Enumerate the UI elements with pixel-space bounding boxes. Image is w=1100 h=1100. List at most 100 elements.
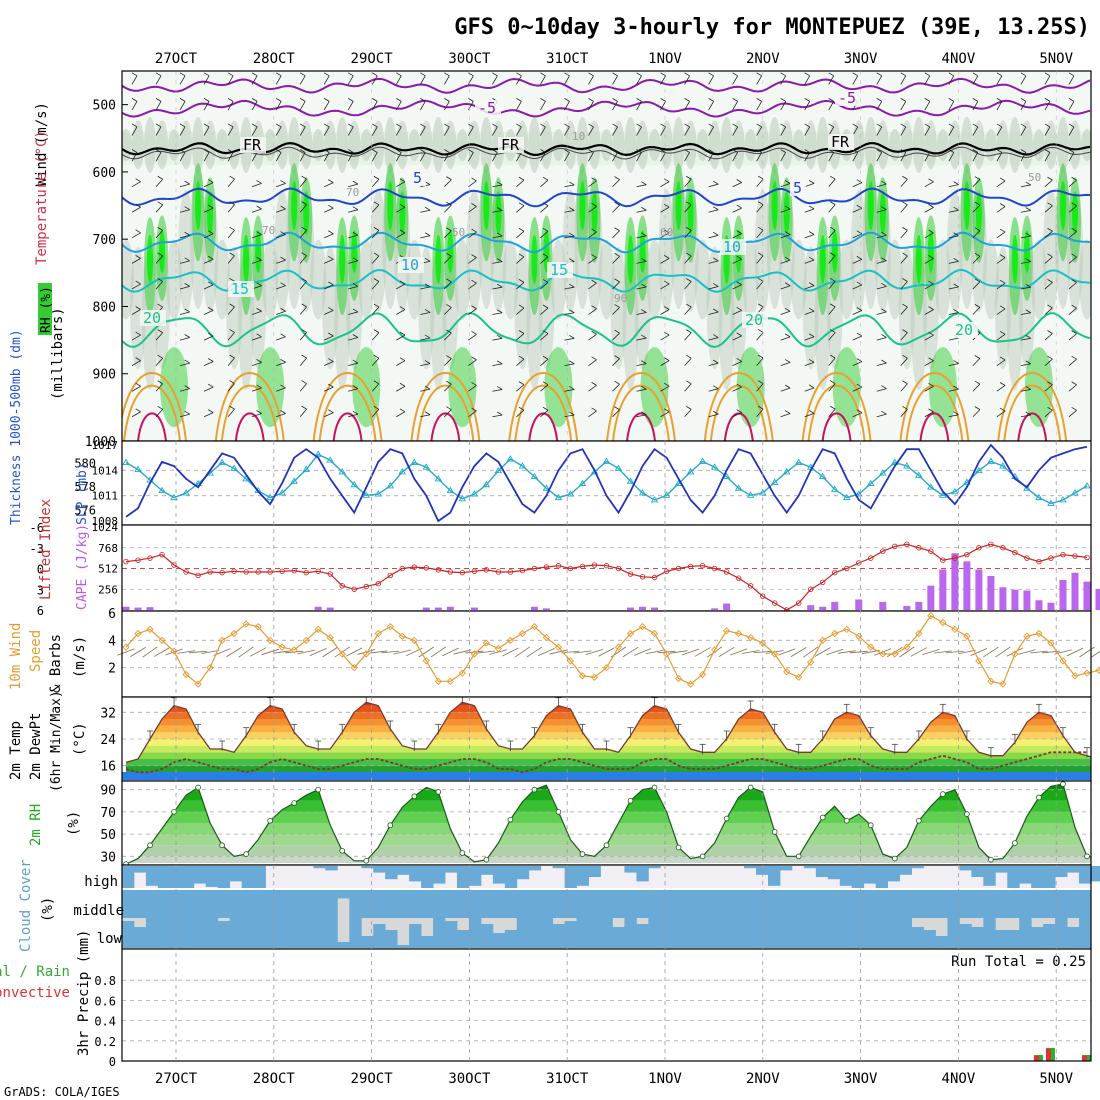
- thickness-point-6: [194, 479, 202, 487]
- barb-flag: [713, 257, 719, 262]
- cloud-mid-45: [660, 890, 673, 918]
- barb-flag: [736, 409, 742, 413]
- thickness-point-3: [158, 486, 166, 494]
- barb: [203, 335, 214, 341]
- barb-flag: [372, 72, 378, 77]
- thickness-point-65: [903, 462, 911, 469]
- cloud-high-11: [253, 866, 266, 888]
- barb: [155, 101, 162, 111]
- barb: [276, 285, 286, 290]
- cloud-low-21: [373, 924, 386, 948]
- barb: [660, 75, 666, 85]
- barb-flag: [301, 380, 307, 384]
- barb-flag: [207, 409, 214, 413]
- contour-5: [122, 187, 1091, 208]
- barb-flag: [323, 98, 330, 102]
- barb-flag: [953, 309, 959, 313]
- barb-flag: [1071, 304, 1077, 309]
- barb-flag: [641, 385, 647, 390]
- cloud-high-33: [516, 866, 530, 880]
- barb-flag: [1047, 406, 1053, 411]
- barb-flag: [686, 406, 692, 410]
- barb-flag: [591, 177, 597, 182]
- rh-bright: [783, 192, 790, 235]
- barb: [612, 281, 620, 290]
- surface-barb-73: [995, 646, 1011, 658]
- rh-blob: [1008, 117, 1021, 173]
- surface-barb-67: [922, 648, 940, 656]
- barb-flag: [1071, 176, 1077, 181]
- barb: [588, 231, 597, 239]
- surface-barb-2: [142, 646, 158, 658]
- barb: [276, 234, 286, 239]
- barb: [612, 204, 620, 213]
- surface-barb-81: [1091, 650, 1100, 658]
- barb: [924, 75, 931, 85]
- cloud-low-73: [995, 930, 1008, 948]
- barb: [468, 206, 477, 213]
- top-date-1NOV: 1NOV: [648, 51, 682, 67]
- barb-flag: [540, 123, 546, 128]
- barb: [924, 309, 934, 315]
- barb-flag: [301, 303, 307, 308]
- barb-flag: [207, 358, 214, 362]
- li-point-57: [808, 586, 814, 592]
- barb-flag: [251, 72, 258, 77]
- temperature-contours: [122, 77, 1091, 441]
- barb-flag: [207, 332, 214, 337]
- barb: [756, 204, 764, 213]
- wind-point-46: [674, 674, 683, 683]
- barb-flag: [591, 254, 597, 258]
- warm-arch-3-1: [416, 384, 475, 441]
- barb: [179, 260, 190, 264]
- barb: [780, 336, 791, 341]
- barb-flag: [135, 331, 141, 336]
- barb-flag: [229, 175, 235, 180]
- barb: [203, 126, 210, 136]
- warm-arch-7-1: [807, 384, 866, 441]
- dewpoint-line: [125, 751, 1087, 774]
- barb: [1020, 184, 1031, 188]
- cloud-low-65: [899, 918, 912, 948]
- barb-flag: [1025, 232, 1031, 237]
- barb-flag: [614, 176, 620, 180]
- rh-point-48: [699, 853, 706, 860]
- barb: [684, 101, 690, 111]
- cape-bar-77: [1047, 602, 1055, 610]
- barb-flag: [227, 123, 234, 128]
- barb-flag: [614, 201, 620, 206]
- barb: [276, 413, 286, 418]
- barb: [323, 126, 330, 136]
- barb-flag: [275, 149, 282, 153]
- barb: [131, 309, 141, 315]
- barb-flag: [471, 279, 477, 284]
- surface-barb-78: [1054, 649, 1072, 655]
- barb: [492, 210, 503, 213]
- barb: [612, 409, 620, 418]
- barb-flag: [614, 380, 620, 385]
- barb-flag: [663, 357, 670, 361]
- rh-blob: [324, 120, 337, 170]
- cloud-mid-21: [373, 890, 386, 918]
- rh-point-22: [387, 822, 394, 829]
- barb-flag: [591, 407, 597, 412]
- wind-point-39: [590, 673, 599, 681]
- barb-flag: [348, 149, 354, 153]
- top-date-27OCT: 27OCT: [155, 51, 198, 67]
- rh-bright: [207, 192, 214, 235]
- barb: [924, 360, 934, 367]
- barb: [420, 286, 431, 290]
- barb: [732, 126, 738, 136]
- barb-flag: [135, 306, 141, 310]
- wind-point-45: [662, 650, 671, 658]
- barb: [251, 183, 262, 188]
- barb-flag: [660, 72, 666, 77]
- rh-point-40: [603, 842, 610, 849]
- surface-barb-42: [622, 646, 639, 658]
- barb: [347, 75, 354, 85]
- barb-flag: [569, 334, 575, 339]
- rh-point-4: [171, 809, 177, 815]
- warm-arch-1-0: [214, 371, 285, 441]
